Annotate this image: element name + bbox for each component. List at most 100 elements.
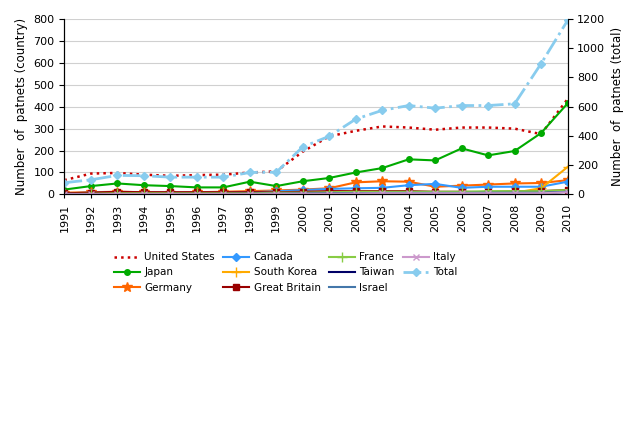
Japan [458,146,465,151]
Total [405,103,413,108]
United States [246,170,254,175]
Japan [564,101,571,106]
South Korea [193,191,201,197]
France [193,191,201,196]
Germany [87,190,95,195]
United States [61,178,68,183]
Israel [511,190,518,195]
France [219,191,227,196]
Germany [219,189,227,194]
South Korea [167,191,174,197]
Canada [537,184,545,189]
Israel [299,191,307,196]
Israel [87,191,95,197]
Taiwan [511,191,518,196]
Canada [325,186,333,191]
Great Britain [193,190,201,195]
Germany [484,182,492,187]
Canada [61,191,68,196]
Israel [114,191,121,197]
Japan [537,130,545,136]
Italy [431,191,439,196]
Total [167,174,174,180]
South Korea [87,191,95,197]
Japan [219,185,227,190]
Total [564,18,571,23]
Great Britain [378,188,386,194]
Canada [140,190,148,195]
Great Britain [140,190,148,195]
Italy [61,191,68,197]
Japan [352,170,360,175]
Great Britain [219,190,227,195]
Israel [537,190,545,195]
Canada [511,184,518,189]
Canada [431,181,439,187]
Italy [114,191,121,197]
United States [114,170,121,175]
Legend: United States, Japan, Germany, Canada, South Korea, Great Britain, France, Taiwa: United States, Japan, Germany, Canada, S… [114,252,458,293]
Total [114,173,121,178]
Great Britain [431,189,439,194]
Total [193,174,201,180]
Italy [246,191,254,197]
Germany [61,190,68,195]
France [352,189,360,194]
Israel [219,191,227,197]
Taiwan [299,191,307,196]
Germany [325,186,333,191]
Taiwan [193,191,201,197]
South Korea [140,191,148,197]
South Korea [431,191,439,196]
Line: France: France [59,185,573,199]
Total [511,101,518,107]
Canada [167,190,174,195]
Taiwan [167,191,174,197]
Taiwan [140,191,148,197]
Taiwan [272,191,280,197]
Japan [405,157,413,162]
South Korea [352,191,360,196]
Israel [167,191,174,197]
Italy [564,190,571,195]
United States [431,127,439,132]
United States [299,149,307,154]
Japan [484,153,492,158]
South Korea [484,191,492,196]
United States [564,97,571,102]
Line: Total: Total [61,18,571,185]
Canada [246,190,254,195]
Great Britain [246,190,254,195]
France [431,189,439,194]
Total [299,144,307,149]
Germany [564,178,571,183]
South Korea [219,191,227,197]
Japan [511,149,518,154]
South Korea [272,191,280,197]
Great Britain [167,190,174,195]
Italy [272,191,280,196]
France [114,191,121,196]
Germany [246,188,254,194]
Taiwan [484,191,492,196]
United States [458,125,465,130]
United States [193,172,201,178]
United States [325,134,333,139]
Taiwan [246,191,254,197]
France [325,190,333,195]
Germany [378,179,386,184]
Germany [352,180,360,185]
Israel [272,191,280,196]
Canada [564,179,571,184]
Japan [114,181,121,186]
Israel [193,191,201,197]
Total [246,170,254,175]
Israel [140,191,148,197]
Germany [299,187,307,192]
Canada [193,190,201,195]
France [246,191,254,196]
South Korea [114,191,121,197]
Line: Canada: Canada [61,179,571,196]
Germany [405,179,413,184]
Taiwan [87,191,95,197]
